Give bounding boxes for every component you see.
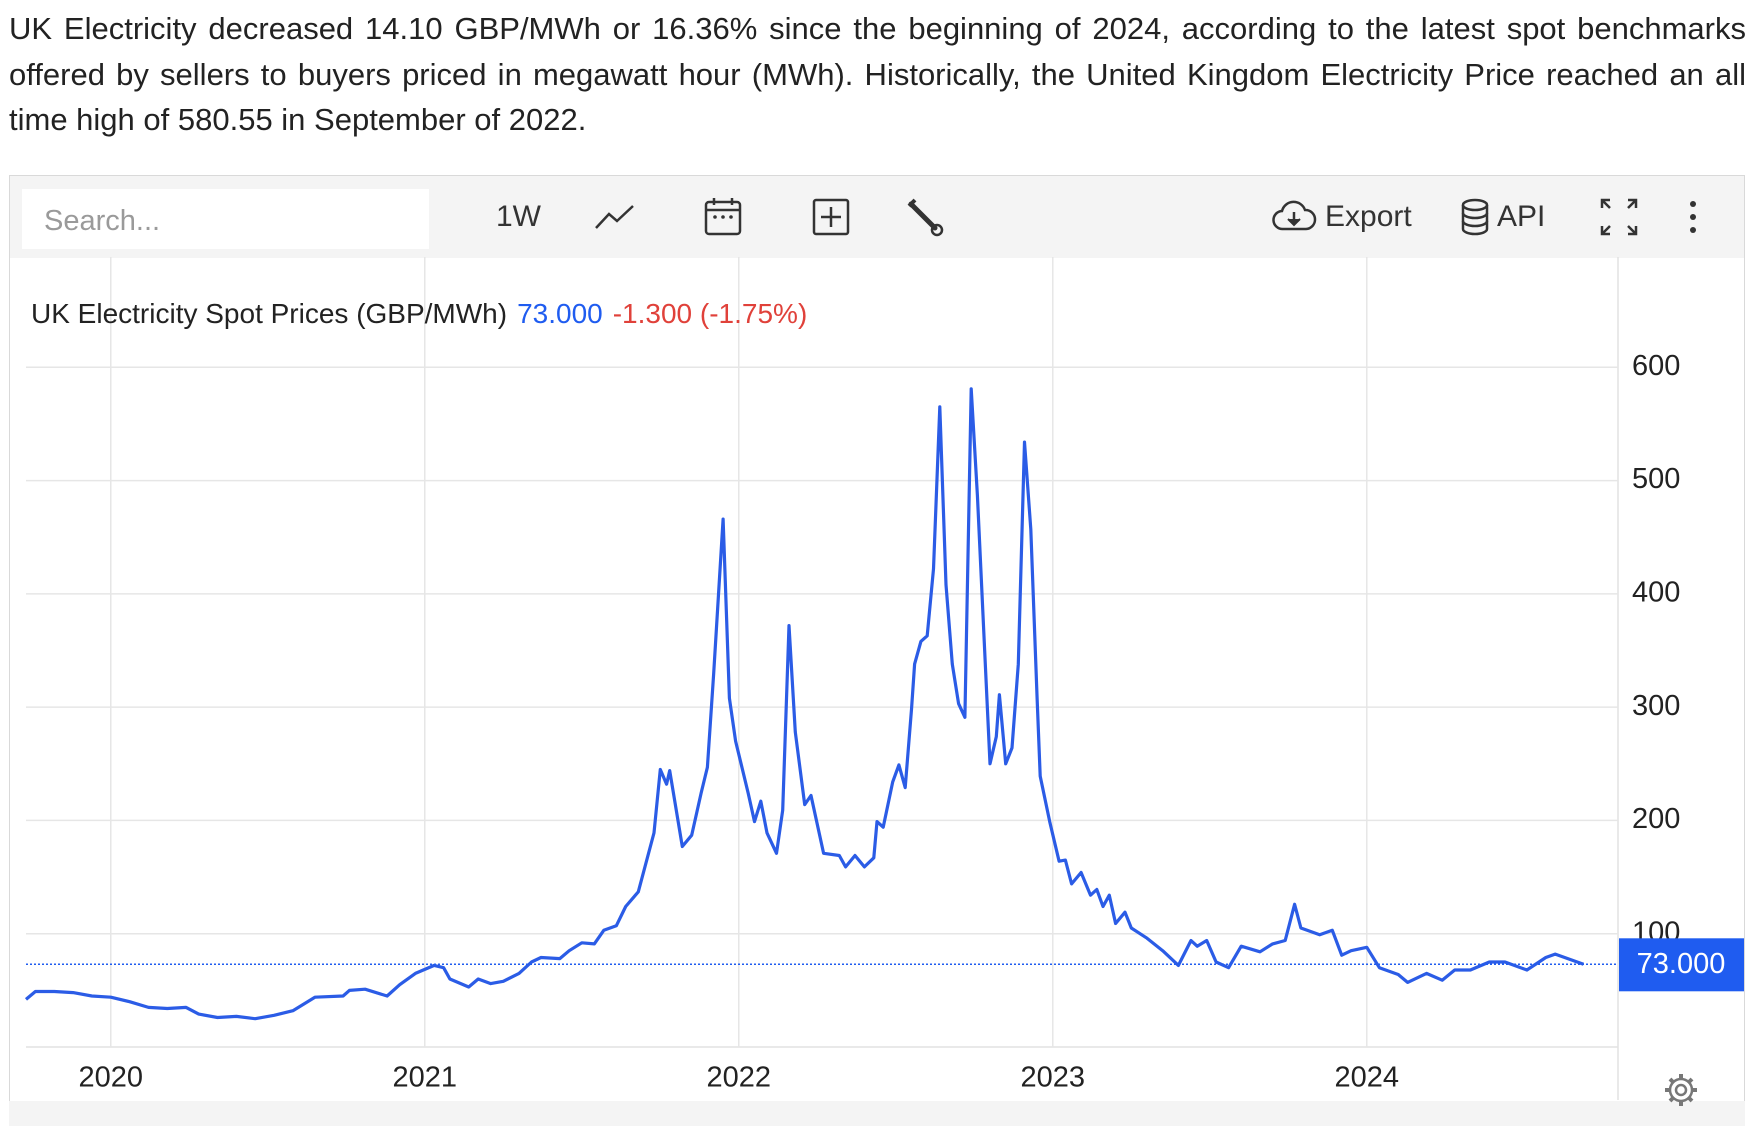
x-tick-label: 2021 (393, 1062, 458, 1094)
chart-title: UK Electricity Spot Prices (GBP/MWh) (31, 298, 508, 329)
chart-type-button[interactable] (593, 196, 637, 238)
x-tick-label: 2022 (707, 1062, 772, 1094)
chart-header: UK Electricity Spot Prices (GBP/MWh) 73.0… (31, 298, 817, 330)
tools-button[interactable] (905, 196, 945, 238)
compare-button[interactable] (811, 196, 851, 238)
y-tick-label: 400 (1632, 577, 1680, 609)
export-button[interactable]: Export (1271, 196, 1412, 238)
api-label: API (1497, 200, 1546, 233)
y-tick-label: 600 (1632, 350, 1680, 382)
y-tick-label: 300 (1632, 690, 1680, 722)
price-line (24, 387, 1585, 1021)
search-box[interactable]: Search... (22, 189, 429, 249)
footer-bar (9, 1101, 1745, 1126)
grid (26, 257, 1618, 1047)
x-tick-label: 2024 (1335, 1062, 1400, 1094)
fullscreen-button[interactable] (1598, 196, 1640, 238)
x-tick-label: 2023 (1021, 1062, 1086, 1094)
y-tick-label: 500 (1632, 463, 1680, 495)
description: UK Electricity decreased 14.10 GBP/MWh o… (9, 11, 1746, 137)
chart-panel: Search... 1W Export API (9, 175, 1745, 1126)
calendar-button[interactable] (703, 196, 743, 238)
change: -1.300 (-1.75%) (612, 298, 808, 329)
toolbar: Search... 1W Export API (10, 176, 1744, 258)
api-button[interactable]: API (1459, 196, 1545, 238)
export-label: Export (1325, 200, 1412, 233)
y-tick-label: 200 (1632, 803, 1680, 835)
current-value: 73.000 (517, 298, 603, 329)
x-tick-label: 2020 (79, 1062, 144, 1094)
settings-icon[interactable] (1665, 1074, 1697, 1106)
current-value-box (1619, 938, 1744, 992)
current-value-label: 73.000 (1637, 948, 1726, 980)
more-button[interactable] (1687, 196, 1699, 238)
range-button[interactable]: 1W (496, 200, 541, 233)
